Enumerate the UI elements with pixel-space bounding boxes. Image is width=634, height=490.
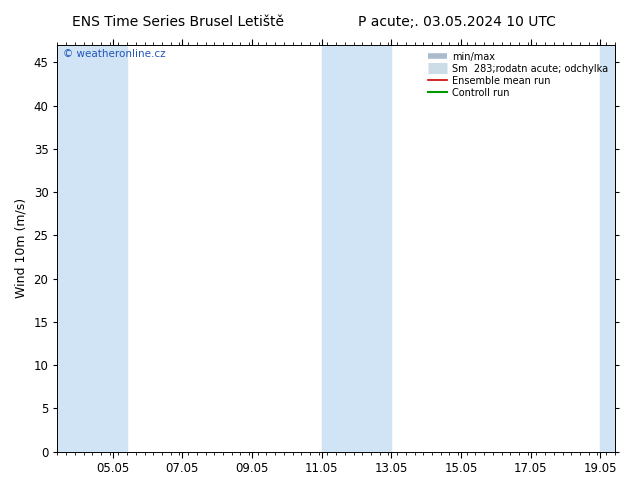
Bar	[58, 45, 127, 452]
Bar	[600, 45, 615, 452]
Text: P acute;. 03.05.2024 10 UTC: P acute;. 03.05.2024 10 UTC	[358, 15, 555, 29]
Text: ENS Time Series Brusel Letiště: ENS Time Series Brusel Letiště	[72, 15, 283, 29]
Text: © weatheronline.cz: © weatheronline.cz	[63, 49, 165, 59]
Legend: min/max, Sm  283;rodatn acute; odchylka, Ensemble mean run, Controll run: min/max, Sm 283;rodatn acute; odchylka, …	[424, 48, 612, 101]
Bar	[321, 45, 391, 452]
Y-axis label: Wind 10m (m/s): Wind 10m (m/s)	[15, 198, 28, 298]
